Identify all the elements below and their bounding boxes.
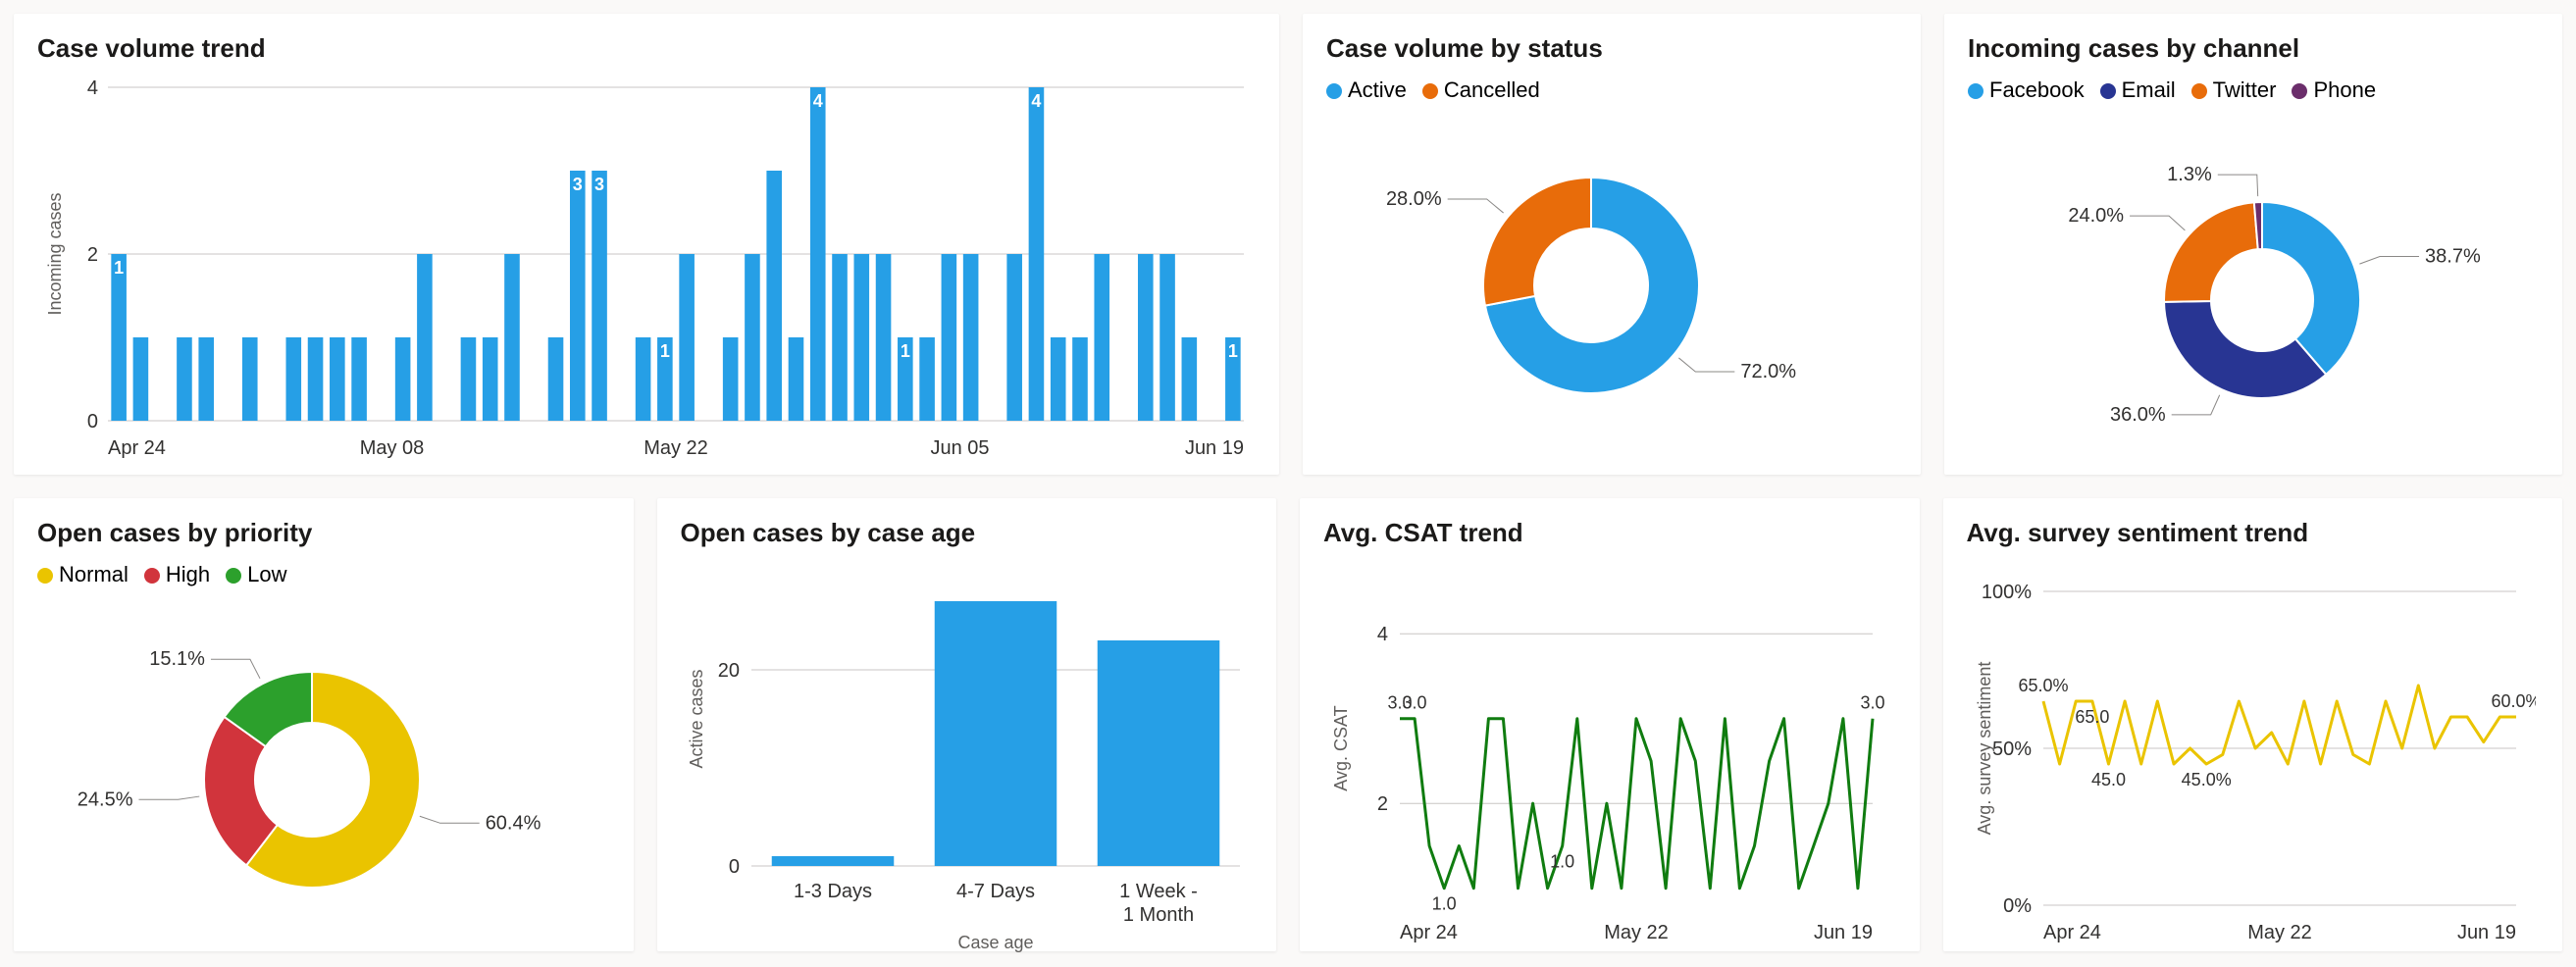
svg-text:38.7%: 38.7%: [2425, 246, 2481, 268]
svg-text:24.0%: 24.0%: [2068, 205, 2124, 227]
chart-incoming-channel: 38.7% 36.0% 24.0% 1.3%: [1968, 109, 2537, 462]
svg-text:15.1%: 15.1%: [149, 648, 205, 670]
legend-item: Cancelled: [1422, 77, 1540, 103]
svg-text:Jun 05: Jun 05: [930, 437, 989, 459]
chart-open-priority: 60.4% 24.5% 15.1%: [37, 593, 606, 946]
chart-case-volume-trend: 0 2 4 Incoming cases 1 33 1 4 1 4 1 Apr 24 May 08 May…: [37, 77, 1254, 470]
svg-text:0: 0: [87, 411, 98, 433]
svg-text:4: 4: [813, 91, 823, 111]
svg-text:1: 1: [114, 258, 124, 278]
svg-text:May 22: May 22: [2247, 922, 2312, 943]
svg-text:1: 1: [660, 341, 670, 361]
svg-text:72.0%: 72.0%: [1740, 361, 1796, 382]
card-csat: Avg. CSAT trend 2 4 Avg. CSAT Apr 24 May 22 J…: [1300, 498, 1920, 951]
svg-text:Avg. survey sentiment: Avg. survey sentiment: [1975, 662, 1994, 836]
legend-case-volume-status: Active Cancelled: [1326, 77, 1897, 103]
svg-text:28.0%: 28.0%: [1386, 188, 1442, 210]
legend-item: Twitter: [2191, 77, 2277, 103]
svg-text:65.0%: 65.0%: [2018, 676, 2068, 695]
svg-text:1 Month: 1 Month: [1122, 904, 1193, 926]
title-open-priority: Open cases by priority: [37, 518, 610, 548]
svg-text:4: 4: [1031, 91, 1041, 111]
svg-text:60.4%: 60.4%: [486, 812, 541, 834]
svg-text:1.0: 1.0: [1550, 851, 1574, 871]
svg-text:3.0: 3.0: [1403, 693, 1427, 713]
svg-text:Case age: Case age: [957, 933, 1033, 952]
legend-item: Email: [2100, 77, 2176, 103]
svg-text:3.0: 3.0: [1860, 693, 1884, 713]
svg-text:2: 2: [1377, 793, 1388, 815]
dashboard: Case volume trend 0 2 4 Incoming cases 1 33 1 4…: [14, 14, 2562, 951]
svg-text:Incoming cases: Incoming cases: [45, 192, 65, 315]
svg-text:45.0: 45.0: [2090, 770, 2125, 789]
legend-item: Phone: [2292, 77, 2376, 103]
legend-item: Facebook: [1968, 77, 2085, 103]
legend-item: Low: [226, 562, 286, 587]
chart-case-volume-status: 72.0% 28.0%: [1326, 109, 1895, 462]
svg-text:Jun 19: Jun 19: [2456, 922, 2515, 943]
svg-text:24.5%: 24.5%: [77, 789, 133, 810]
svg-text:1 Week -: 1 Week -: [1119, 881, 1198, 902]
svg-text:May 22: May 22: [1604, 922, 1669, 943]
chart-open-age: 0 20 Active cases 1-3 Days 4-7 Days 1 Week -1…: [681, 562, 1250, 954]
svg-text:65.0: 65.0: [2075, 707, 2109, 727]
card-open-priority: Open cases by priority Normal High Low 60.…: [14, 498, 634, 951]
svg-text:Apr 24: Apr 24: [108, 437, 166, 459]
card-case-volume-status: Case volume by status Active Cancelled 72…: [1303, 14, 1921, 475]
svg-text:4-7 Days: 4-7 Days: [955, 881, 1034, 902]
svg-text:Jun 19: Jun 19: [1185, 437, 1244, 459]
svg-text:45.0%: 45.0%: [2181, 770, 2231, 789]
svg-text:4: 4: [1377, 624, 1388, 645]
title-sentiment: Avg. survey sentiment trend: [1967, 518, 2540, 548]
svg-text:0: 0: [728, 856, 739, 878]
svg-text:May 08: May 08: [360, 437, 425, 459]
svg-text:1.3%: 1.3%: [2167, 164, 2212, 185]
row-2: Open cases by priority Normal High Low 60.…: [14, 498, 2562, 951]
svg-text:60.0%: 60.0%: [2491, 691, 2536, 711]
row-1: Case volume trend 0 2 4 Incoming cases 1 33 1 4…: [14, 14, 2562, 475]
legend-incoming-channel: Facebook Email Twitter Phone: [1968, 77, 2539, 103]
legend-item: Normal: [37, 562, 129, 587]
svg-text:1: 1: [901, 341, 910, 361]
svg-text:1: 1: [1228, 341, 1238, 361]
svg-text:4: 4: [87, 77, 98, 99]
card-incoming-channel: Incoming cases by channel Facebook Email T…: [1944, 14, 2562, 475]
legend-item: Active: [1326, 77, 1407, 103]
svg-text:Apr 24: Apr 24: [2043, 922, 2101, 943]
svg-text:2: 2: [87, 244, 98, 266]
title-incoming-channel: Incoming cases by channel: [1968, 33, 2539, 64]
svg-text:1.0: 1.0: [1432, 894, 1457, 914]
svg-text:Apr 24: Apr 24: [1400, 922, 1458, 943]
svg-text:3: 3: [594, 175, 604, 194]
title-open-age: Open cases by case age: [681, 518, 1254, 548]
svg-text:3: 3: [573, 175, 583, 194]
svg-text:0%: 0%: [2003, 895, 2032, 917]
title-csat: Avg. CSAT trend: [1323, 518, 1896, 548]
card-sentiment: Avg. survey sentiment trend 0% 50% 100% Avg…: [1943, 498, 2563, 951]
card-case-volume-trend: Case volume trend 0 2 4 Incoming cases 1 33 1 4…: [14, 14, 1279, 475]
svg-text:Jun 19: Jun 19: [1814, 922, 1873, 943]
svg-text:36.0%: 36.0%: [2110, 404, 2166, 426]
title-case-volume-status: Case volume by status: [1326, 33, 1897, 64]
svg-text:20: 20: [717, 660, 739, 682]
chart-sentiment: 0% 50% 100% Avg. survey sentiment Apr 24 May …: [1967, 562, 2536, 954]
svg-text:Avg. CSAT: Avg. CSAT: [1331, 705, 1351, 790]
svg-text:1-3 Days: 1-3 Days: [793, 881, 871, 902]
svg-text:100%: 100%: [1981, 582, 2031, 603]
title-case-volume-trend: Case volume trend: [37, 33, 1256, 64]
chart-csat: 2 4 Avg. CSAT Apr 24 May 22 Jun 19 3.0 3.0 1.0 1.…: [1323, 562, 1892, 954]
card-open-age: Open cases by case age 0 20 Active cases 1-…: [657, 498, 1277, 951]
svg-text:50%: 50%: [1991, 738, 2031, 760]
legend-open-priority: Normal High Low: [37, 562, 610, 587]
legend-item: High: [144, 562, 210, 587]
svg-text:May 22: May 22: [644, 437, 708, 459]
svg-text:Active cases: Active cases: [687, 669, 706, 768]
